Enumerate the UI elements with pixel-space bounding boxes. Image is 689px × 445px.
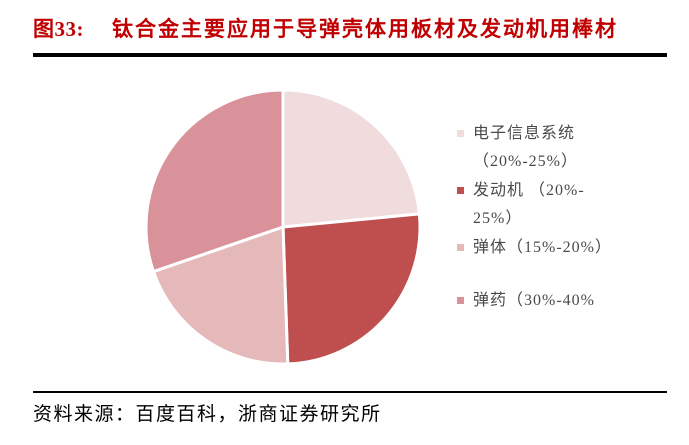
legend-marker-missile-body (457, 244, 464, 251)
source-text: 百度百科，浙商证券研究所 (135, 404, 382, 425)
title-divider (33, 53, 667, 57)
source-label: 资料来源： (33, 404, 136, 425)
source-note: 资料来源：百度百科，浙商证券研究所 (33, 399, 382, 426)
legend-label-line: 25%） (473, 210, 523, 227)
pie-slice-ammunition (144, 88, 285, 274)
figure-title: 钛合金主要应用于导弹壳体用板材及发动机用棒材 (112, 17, 618, 41)
legend-item-electronic-info-system: 电子信息系统 （20%-25%） (452, 120, 688, 176)
legend-label-line: （20%-25%） (473, 153, 578, 170)
legend-item-engine: 发动机 （20%- 25%） (452, 177, 688, 233)
legend-item-ammunition: 弹药（30%-40% (452, 287, 688, 315)
pie-slice-engine (281, 212, 422, 366)
legend-label: 电子信息系统 （20%-25%） (473, 120, 688, 176)
figure-number: 图33: (33, 17, 84, 41)
legend-label-line: 弹体（15%-20%） (473, 239, 612, 256)
source-divider (33, 391, 667, 393)
legend-label-line: 弹药（30%-40% (473, 292, 595, 309)
pie-slice-electronic-info-system (281, 88, 421, 229)
legend-marker-ammunition (457, 297, 464, 304)
legend-marker-engine (457, 187, 464, 194)
legend-item-missile-body: 弹体（15%-20%） (452, 234, 688, 262)
figure-title-row: 图33: 钛合金主要应用于导弹壳体用板材及发动机用棒材 (33, 13, 618, 43)
legend-label: 发动机 （20%- 25%） (473, 177, 688, 233)
legend-label: 弹药（30%-40% (473, 287, 688, 315)
legend-label: 弹体（15%-20%） (473, 234, 688, 262)
legend-label-line: 发动机 （20%- (473, 182, 585, 199)
legend-label-line: 电子信息系统 (473, 125, 576, 142)
legend-marker-electronic-info-system (457, 130, 464, 137)
